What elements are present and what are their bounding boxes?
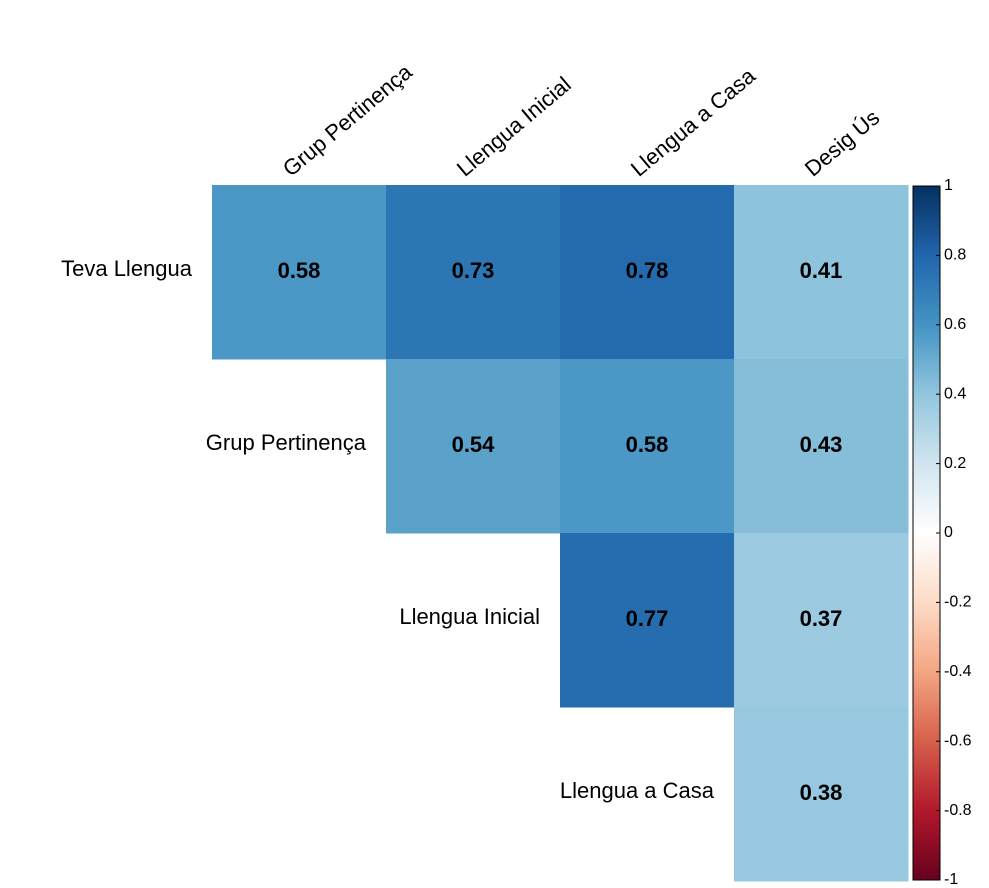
row-label: Grup Pertinença — [206, 430, 367, 455]
cell — [386, 185, 561, 360]
row-label: Llengua Inicial — [399, 604, 540, 629]
colorbar-tick-label: 1 — [944, 177, 953, 194]
row-label: Teva Llengua — [61, 256, 193, 281]
colorbar-tick-label: 0.4 — [944, 385, 966, 402]
colorbar — [912, 185, 941, 881]
cell — [734, 359, 909, 534]
cell — [386, 359, 561, 534]
cell — [734, 707, 909, 882]
column-label: Desig Ús — [800, 105, 884, 182]
cell — [734, 185, 909, 360]
colorbar-tick-label: 0 — [944, 524, 953, 541]
column-label: Grup Pertinença — [278, 59, 417, 182]
cell-label: 0.58 — [278, 258, 321, 283]
cell — [560, 359, 735, 534]
cell-label: 0.73 — [452, 258, 495, 283]
cell-label: 0.54 — [452, 432, 496, 457]
colorbar-tick-label: -0.2 — [944, 594, 972, 611]
colorbar-tick-label: 0.2 — [944, 455, 966, 472]
cell — [212, 185, 387, 360]
column-label: Llengua a Casa — [626, 63, 761, 182]
cell-label: 0.43 — [800, 432, 843, 457]
colorbar-tick-label: -0.4 — [944, 663, 972, 680]
cell-label: 0.78 — [626, 258, 669, 283]
cell-label: 0.38 — [800, 780, 843, 805]
cell-label: 0.37 — [800, 606, 843, 631]
cell — [734, 533, 909, 708]
cell-label: 0.41 — [800, 258, 843, 283]
colorbar-tick-label: -0.6 — [944, 732, 972, 749]
colorbar-tick-label: 0.8 — [944, 247, 966, 264]
colorbar-tick-label: -0.8 — [944, 802, 972, 819]
colorbar-tick-label: -1 — [944, 871, 958, 888]
colorbar-tick-label: 0.6 — [944, 316, 966, 333]
cell — [560, 533, 735, 708]
column-label: Llengua Inicial — [452, 72, 576, 182]
row-label: Llengua a Casa — [560, 778, 715, 803]
cell — [560, 185, 735, 360]
cell-label: 0.77 — [626, 606, 669, 631]
cell-label: 0.58 — [626, 432, 669, 457]
